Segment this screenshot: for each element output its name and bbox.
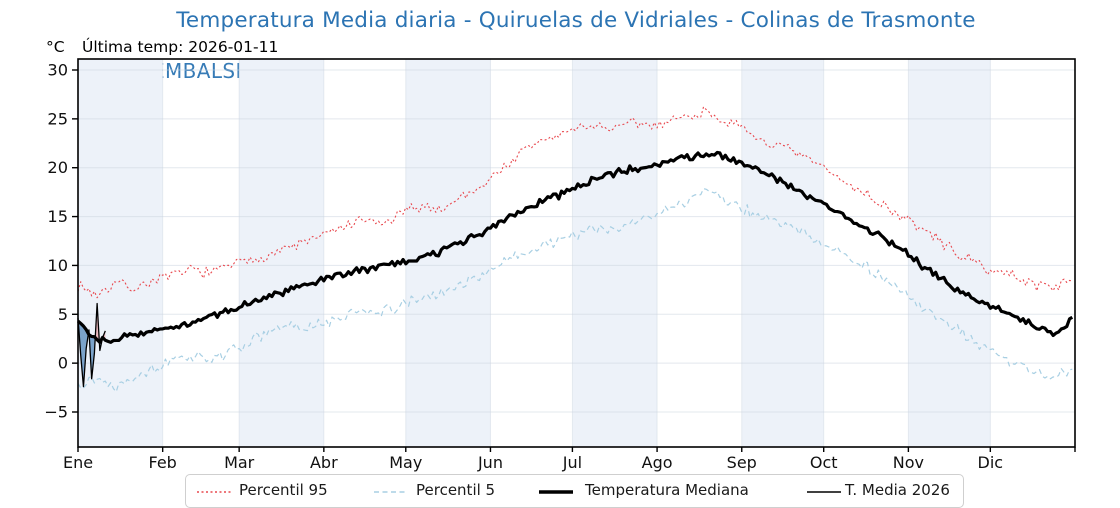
x-tick-label: Dic — [978, 453, 1004, 472]
legend-sample-percentil-95 — [196, 489, 232, 495]
y-tick-label: −5 — [44, 403, 68, 422]
y-tick-label: 10 — [47, 256, 68, 275]
y-tick-label: 15 — [47, 207, 68, 226]
x-tick-label: Mar — [224, 453, 255, 472]
x-tick-label: Jun — [477, 453, 503, 472]
y-tick-label: 5 — [58, 305, 68, 324]
legend-label-percentil-95: Percentil 95 — [239, 481, 328, 499]
month-band — [572, 59, 657, 447]
x-tick-label: Oct — [810, 453, 838, 472]
legend-label-t-media-2026: T. Media 2026 — [845, 481, 950, 499]
x-tick-label: May — [389, 453, 422, 472]
legend-sample-t-media-2026 — [806, 489, 842, 495]
legend-label-percentil-5: Percentil 5 — [416, 481, 495, 499]
x-tick-label: Feb — [149, 453, 177, 472]
legend-sample-percentil-5 — [373, 489, 409, 495]
month-band — [406, 59, 491, 447]
y-tick-label: 25 — [47, 109, 68, 128]
month-band — [239, 59, 324, 447]
y-tick-label: 0 — [58, 354, 68, 373]
x-tick-label: Ene — [63, 453, 93, 472]
month-band — [742, 59, 824, 447]
x-tick-label: Sep — [727, 453, 757, 472]
y-tick-label: 20 — [47, 158, 68, 177]
x-tick-label: Abr — [310, 453, 338, 472]
x-tick-label: Jul — [562, 453, 582, 472]
month-band — [908, 59, 990, 447]
month-band — [78, 59, 163, 447]
legend-sample-temperatura-mediana — [538, 489, 574, 495]
legend: Percentil 95 Percentil 5 Temperatura Media… — [185, 474, 964, 508]
y-tick-label: 30 — [47, 61, 68, 80]
x-tick-label: Ago — [642, 453, 673, 472]
x-tick-label: Nov — [893, 453, 924, 472]
legend-label-temperatura-mediana: Temperatura Mediana — [585, 481, 749, 499]
